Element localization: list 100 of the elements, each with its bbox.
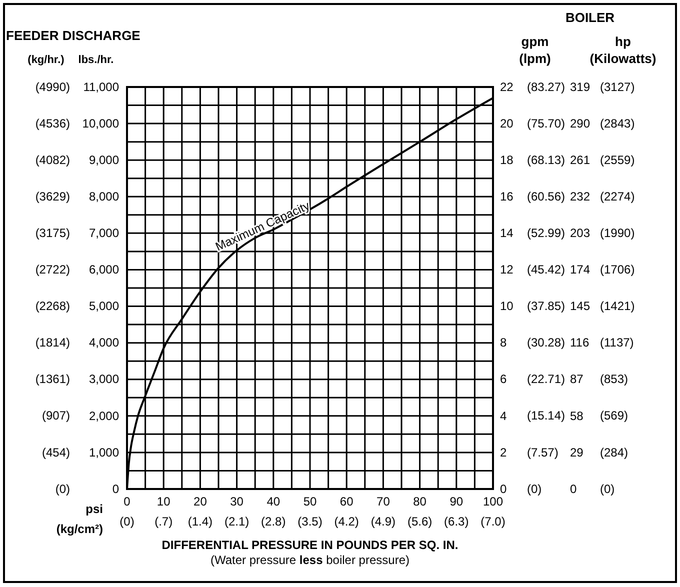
y2-tick-label: 20 [500, 116, 514, 130]
y3-tick-label: 116 [570, 336, 590, 350]
text: (kg/hr.) [28, 54, 65, 66]
x2-tick-label: (0) [120, 514, 134, 529]
x-tick-label: 0 [124, 494, 131, 509]
y2-tick-label: 22 [500, 80, 514, 94]
y-tick-label: 1,000 [88, 445, 120, 460]
x2-tick-label: (1.4) [188, 514, 213, 529]
y3-tick-label: 174 [570, 262, 590, 277]
x-tick-label: 10 [156, 494, 171, 509]
text: (Kilowatts) [590, 51, 656, 66]
y2-tick-label: 16 [500, 189, 514, 204]
text: (0) [600, 482, 615, 496]
y-tick-label: 7,000 [88, 226, 120, 240]
text: (569) [600, 408, 628, 423]
text: (Water pressure less boiler pressure) [210, 553, 410, 567]
y3-tick-label: 58 [570, 408, 584, 423]
x-tick-label: 60 [340, 494, 354, 509]
x-tick-label: 50 [303, 494, 317, 509]
y-tick-label: 2,000 [88, 408, 120, 423]
text: (1814) [35, 336, 70, 350]
x-tick-label: 90 [450, 494, 464, 509]
y3-tick-label: 290 [570, 116, 590, 130]
text: (1990) [600, 226, 635, 240]
x2-tick-label: (2.1) [224, 514, 250, 529]
y-tick-label: 6,000 [88, 262, 120, 277]
y3-tick-label: 0 [570, 482, 577, 496]
y2-tick-label: 18 [500, 152, 514, 167]
x-tick-label: 80 [413, 494, 427, 509]
x2-tick-label: (3.5) [298, 514, 322, 529]
text: (2268) [35, 299, 70, 314]
text: (0) [527, 482, 542, 496]
y-axis-title: lbs./hr. [78, 54, 114, 66]
x-tick-label: 70 [376, 494, 390, 509]
x-tick-label: 40 [266, 494, 280, 509]
text: (1137) [600, 336, 634, 350]
y2-tick-label: 10 [500, 299, 514, 314]
y2-tick-label: 14 [500, 226, 514, 240]
text: (45.42) [527, 262, 566, 277]
x-axis-title: DIFFERENTIAL PRESSURE IN POUNDS PER SQ. IN. [162, 538, 458, 552]
text: (68.13) [527, 152, 566, 167]
y2-axis-title: gpm [521, 34, 549, 49]
text: (60.56) [527, 189, 566, 204]
x2-tick-label: (.7) [154, 514, 173, 529]
x2-tick-label: (6.3) [444, 514, 469, 529]
x2-tick-label: (7.0) [480, 514, 506, 529]
text: (3629) [35, 189, 70, 204]
text: (52.99) [527, 226, 566, 240]
y-tick-label: 0 [112, 482, 120, 496]
y-tick-label: 11,000 [83, 80, 120, 94]
y3-tick-label: 261 [570, 152, 590, 167]
text: psi [86, 502, 103, 516]
x2-tick-label: (4.2) [334, 514, 359, 529]
x2-tick-label: (5.6) [407, 514, 432, 529]
y2-tick-label: 12 [500, 262, 514, 277]
text: (3127) [600, 80, 635, 94]
text: (4082) [35, 152, 70, 167]
y-tick-label: 9,000 [88, 152, 120, 167]
text: (907) [42, 408, 70, 423]
y-tick-label: 4,000 [88, 336, 120, 350]
text: (15.14) [527, 408, 566, 423]
x-tick-label: 20 [194, 494, 208, 509]
y-tick-label: 8,000 [88, 189, 120, 204]
text: FEEDER DISCHARGE [6, 28, 141, 43]
x2-tick-label: (4.9) [370, 514, 396, 529]
y-tick-label: 5,000 [88, 299, 120, 314]
y3-tick-label: 203 [570, 226, 590, 240]
text: (30.28) [527, 336, 566, 350]
text: (2559) [600, 152, 635, 167]
text: (454) [42, 445, 70, 460]
text: (0) [55, 482, 70, 496]
text: (3175) [35, 226, 70, 240]
y-tick-label: 10,000 [82, 116, 120, 130]
text: (853) [600, 372, 628, 386]
y3-tick-label: 87 [570, 372, 584, 386]
text: (37.85) [527, 299, 566, 314]
text: (7.57) [527, 445, 558, 460]
text: (2722) [35, 262, 70, 277]
x-tick-label: 100 [482, 494, 504, 509]
text: (1706) [600, 262, 635, 277]
text: (2843) [600, 116, 635, 130]
text: (83.27) [527, 80, 566, 94]
text: (1361) [35, 372, 70, 386]
y2-tick-label: 0 [500, 482, 507, 496]
text: (4990) [35, 80, 70, 94]
text: (2274) [600, 189, 635, 204]
text: (1421) [600, 299, 635, 314]
text: (lpm) [519, 51, 551, 66]
y2-tick-label: 4 [500, 408, 507, 423]
y3-tick-label: 145 [570, 299, 590, 314]
text: (284) [600, 445, 628, 460]
x2-axis-title: (kg/cm²) [56, 522, 103, 536]
y3-tick-label: 319 [570, 80, 590, 94]
text: (22.71) [527, 372, 566, 386]
x2-tick-label: (2.8) [261, 514, 286, 529]
y-tick-label: 3,000 [88, 372, 120, 386]
y2-tick-label: 2 [500, 445, 507, 460]
text: (75.70) [527, 116, 566, 130]
y3-tick-label: 29 [570, 445, 584, 460]
y2-tick-label: 8 [500, 336, 507, 350]
